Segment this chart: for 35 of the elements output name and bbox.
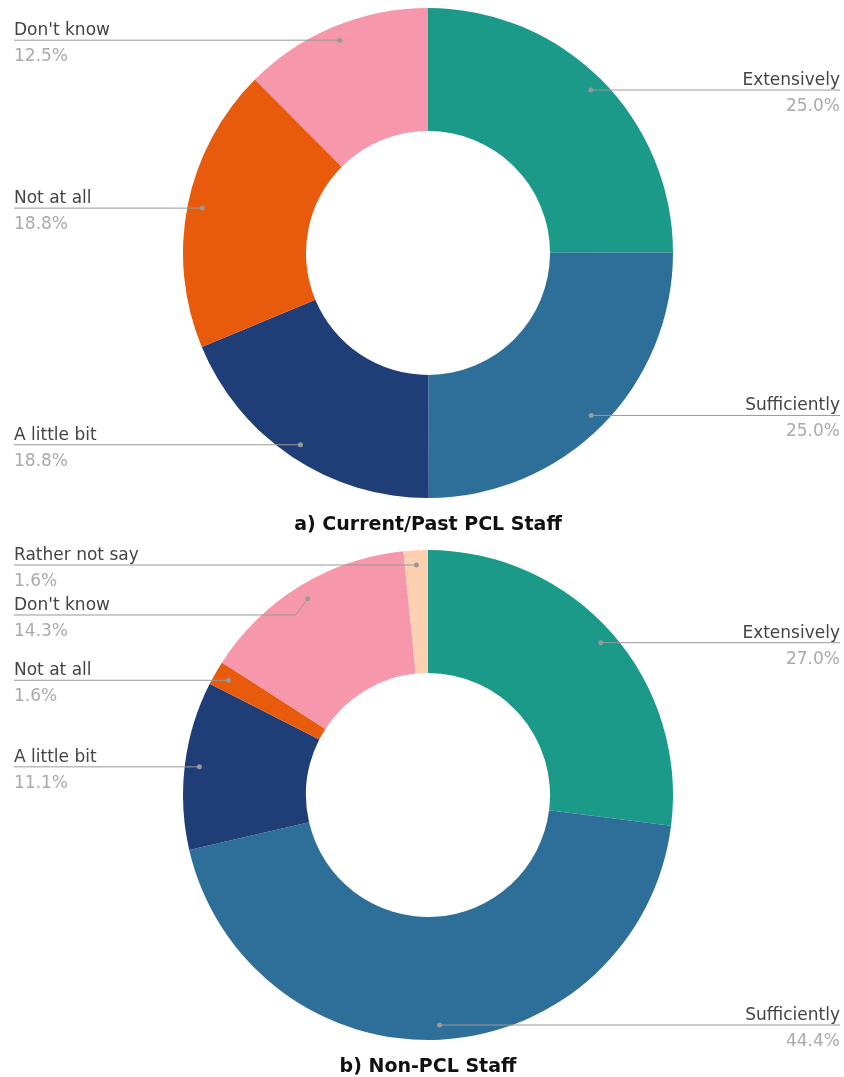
slice-label: Extensively bbox=[742, 621, 840, 642]
slice-label: Not at all bbox=[14, 187, 92, 208]
slice-label: Not at all bbox=[14, 659, 92, 680]
data-label: 27.0% bbox=[785, 647, 840, 668]
donut-slice bbox=[403, 550, 428, 674]
data-label: 25.0% bbox=[785, 95, 840, 116]
slice-label: Don't know bbox=[14, 19, 111, 40]
donut-slice bbox=[221, 551, 416, 729]
data-label: 1.6% bbox=[14, 685, 58, 706]
slice-label: A little bit bbox=[14, 745, 97, 766]
slice-label: Sufficiently bbox=[745, 394, 840, 415]
data-label: 18.8% bbox=[14, 213, 69, 234]
slice-label: Don't know bbox=[14, 593, 111, 614]
data-label: 25.0% bbox=[785, 420, 840, 441]
slice-label: Rather not say bbox=[14, 543, 139, 564]
slice-label: Sufficiently bbox=[745, 1004, 840, 1025]
donut-slice bbox=[428, 550, 673, 826]
data-label: 14.3% bbox=[14, 619, 69, 640]
text: a) Current/Past PCL Staff bbox=[294, 512, 563, 534]
donut-slice bbox=[201, 299, 429, 498]
data-label: 18.8% bbox=[14, 449, 69, 470]
donut-slice bbox=[428, 8, 673, 253]
text: b) Non-PCL Staff bbox=[339, 1054, 518, 1076]
slice-label: Extensively bbox=[742, 69, 840, 90]
data-label: 44.4% bbox=[785, 1030, 840, 1051]
data-label: 12.5% bbox=[14, 45, 69, 66]
data-label: 1.6% bbox=[14, 569, 58, 590]
donut-slice bbox=[428, 252, 673, 498]
donut-slice bbox=[183, 683, 320, 850]
donut-slice bbox=[183, 79, 342, 348]
donut-slice bbox=[254, 8, 428, 167]
data-label: 11.1% bbox=[14, 771, 69, 792]
donut-slice bbox=[189, 810, 672, 1040]
slice-label: A little bit bbox=[14, 423, 97, 444]
donut-slice bbox=[209, 662, 326, 740]
